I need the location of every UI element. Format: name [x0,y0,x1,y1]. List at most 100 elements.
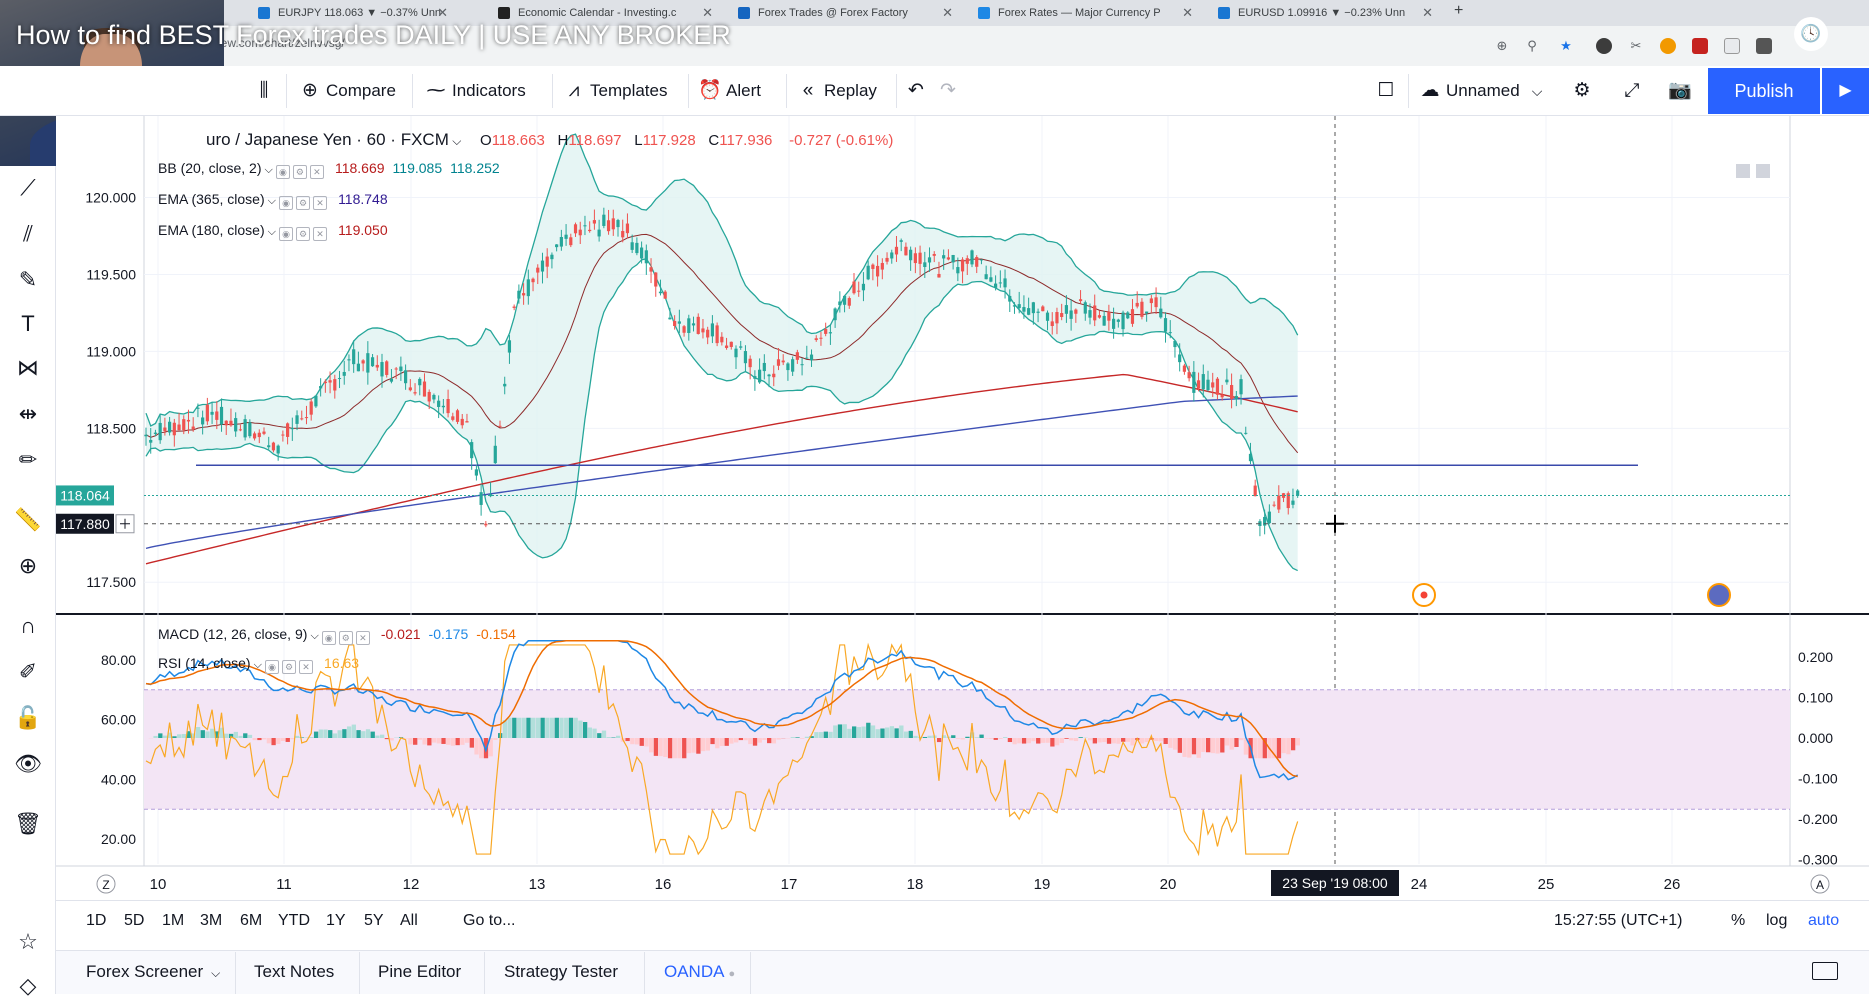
range-5y-button[interactable]: 5Y [364,912,384,930]
extension-icon[interactable] [1756,38,1772,54]
indicators-button[interactable]: ⁓Indicators [424,76,526,106]
symbol-name[interactable]: uro / Japanese Yen · 60 · FXCM [206,130,449,149]
log-scale-toggle[interactable]: log [1766,912,1787,930]
browser-tab[interactable]: EURUSD 1.09916 ▼ −0.23% Unn ✕ [1212,2,1437,24]
close-tab-icon[interactable]: ✕ [1182,2,1193,24]
percent-scale-toggle[interactable]: % [1731,912,1745,930]
bookmark-star-icon[interactable]: ★ [1558,38,1574,54]
eye-icon[interactable]: ◉ [265,660,279,674]
extension-icon[interactable] [1724,38,1740,54]
eye-icon[interactable]: 👁 [12,748,44,780]
chevron-down-icon[interactable]: ⌵ [307,630,321,642]
indicator-legend[interactable]: MACD (12, 26, close, 9) ⌵ ◉⚙✕-0.021-0.17… [158,626,516,645]
close-icon[interactable]: ✕ [313,196,327,210]
settings-icon[interactable]: ⚙ [296,227,310,241]
alert-button[interactable]: ⏰Alert [698,76,761,106]
bar-style-button[interactable]: ⫼ [252,76,280,106]
range-ytd-button[interactable]: YTD [278,912,310,930]
compare-button[interactable]: ⊕Compare [298,76,396,106]
undo-button[interactable]: ↶ [904,76,932,106]
publish-button[interactable]: Publish [1708,68,1820,114]
range-1d-button[interactable]: 1D [86,912,106,930]
layout-name-button[interactable]: ☁Unnamed⌵ [1418,76,1542,106]
trend-line-icon[interactable]: ⟋ [12,172,44,204]
eye-icon[interactable]: ◉ [322,631,336,645]
eye-icon[interactable]: ◉ [276,165,290,179]
indicator-name[interactable]: EMA (180, close) [158,222,265,238]
close-icon[interactable]: ✕ [313,227,327,241]
new-tab-button[interactable]: + [1454,2,1463,20]
extension-icon[interactable]: ✂ [1628,38,1644,54]
indicator-legend[interactable]: EMA (180, close) ⌵ ◉⚙✕119.050 [158,222,388,241]
tab-oanda[interactable]: OANDA● [664,962,735,982]
indicator-name[interactable]: MACD (12, 26, close, 9) [158,626,307,642]
close-icon[interactable]: ✕ [310,165,324,179]
zoom-in-icon[interactable]: ⊕ [12,550,44,582]
watchlist-star-icon[interactable]: ☆ [12,926,44,958]
prediction-tool-icon[interactable]: ⇹ [12,398,44,430]
tab-forex-screener[interactable]: Forex Screener⌵ [86,962,220,982]
range-3m-button[interactable]: 3M [200,912,222,930]
add-icon[interactable]: ⊕ [1494,38,1510,54]
snapshot-button[interactable]: 📷 [1668,76,1696,106]
lock-drawing-icon[interactable]: ✐ [12,656,44,688]
replay-button[interactable]: «Replay [796,76,877,106]
browser-tab[interactable]: Forex Rates — Major Currency P ✕ [972,2,1197,24]
browser-tab[interactable]: Forex Trades @ Forex Factory ✕ [732,2,957,24]
trash-icon[interactable]: 🗑 [12,808,44,840]
range-all-button[interactable]: All [400,912,418,930]
maximize-panel-icon[interactable] [1812,962,1838,980]
settings-icon[interactable]: ⚙ [296,196,310,210]
close-tab-icon[interactable]: ✕ [1422,2,1433,24]
eye-icon[interactable]: ◉ [279,196,293,210]
range-1y-button[interactable]: 1Y [326,912,346,930]
clock-readout[interactable]: 15:27:55 (UTC+1) [1554,912,1683,930]
indicator-name[interactable]: RSI (14, close) [158,655,251,671]
brush-icon[interactable]: ✎ [12,264,44,296]
ruler-icon[interactable]: 📏 [12,504,44,536]
tab-pine-editor[interactable]: Pine Editor [378,962,461,982]
indicator-legend[interactable]: RSI (14, close) ⌵ ◉⚙✕16.63 [158,655,359,674]
zoom-icon[interactable]: ⚲ [1524,38,1540,54]
magnet-icon[interactable]: ∩ [12,610,44,642]
close-icon[interactable]: ✕ [356,631,370,645]
chevron-down-icon[interactable]: ⌵ [265,226,279,238]
goto-date-button[interactable]: Go to... [463,912,515,930]
text-tool-icon[interactable]: T [12,308,44,340]
chevron-down-icon[interactable]: ⌵ [251,659,265,671]
layers-icon[interactable]: ◇ [12,970,44,1002]
pattern-tool-icon[interactable]: ⋈ [12,352,44,384]
indicator-legend[interactable]: EMA (365, close) ⌵ ◉⚙✕118.748 [158,191,388,210]
chevron-down-icon[interactable]: ⌵ [262,164,276,176]
redo-button[interactable]: ↷ [936,76,964,106]
auto-scale-toggle[interactable]: auto [1808,912,1839,930]
range-1m-button[interactable]: 1M [162,912,184,930]
extension-icon[interactable] [1660,38,1676,54]
clock-icon[interactable]: 🕓 [1794,17,1828,51]
tab-text-notes[interactable]: Text Notes [254,962,334,982]
indicator-name[interactable]: EMA (365, close) [158,191,265,207]
range-5d-button[interactable]: 5D [124,912,144,930]
chevron-down-icon[interactable]: ⌵ [265,195,279,207]
indicator-name[interactable]: BB (20, close, 2) [158,160,262,176]
lock-icon[interactable]: 🔓 [12,702,44,734]
pencil-icon[interactable]: ✏ [12,444,44,476]
settings-icon[interactable]: ⚙ [293,165,307,179]
settings-button[interactable]: ⚙ [1570,76,1598,106]
close-tab-icon[interactable]: ✕ [942,2,953,24]
play-circle-icon[interactable]: ▶ [1822,68,1869,114]
fullscreen-button[interactable]: ⤢ [1620,76,1648,106]
close-icon[interactable]: ✕ [299,660,313,674]
layout-select-button[interactable]: ☐ [1374,76,1402,106]
eye-icon[interactable]: ◉ [279,227,293,241]
extension-icon[interactable] [1596,38,1612,54]
templates-button[interactable]: ⩘Templates [562,76,667,106]
settings-icon[interactable]: ⚙ [339,631,353,645]
settings-icon[interactable]: ⚙ [282,660,296,674]
symbol-legend[interactable]: uro / Japanese Yen · 60 · FXCM ⌵ O118.66… [206,130,893,150]
fib-tool-icon[interactable]: ⫽ [12,218,44,250]
tab-strategy-tester[interactable]: Strategy Tester [504,962,618,982]
extension-icon[interactable] [1692,38,1708,54]
range-6m-button[interactable]: 6M [240,912,262,930]
